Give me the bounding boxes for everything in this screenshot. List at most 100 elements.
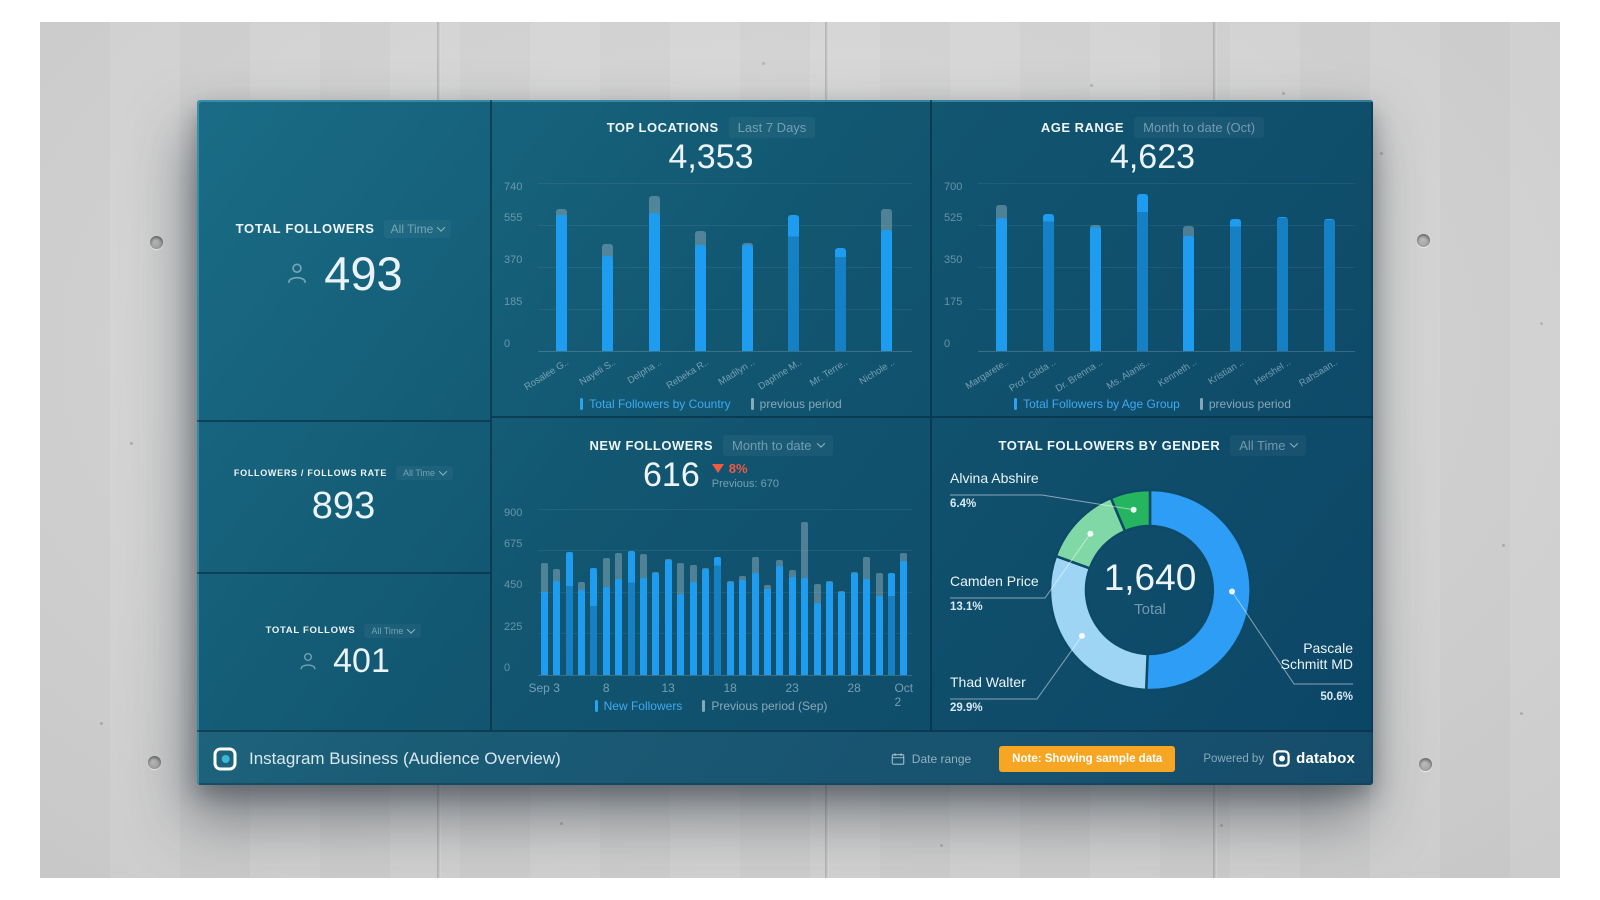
bar-current — [875, 595, 883, 675]
chevron-down-icon — [437, 222, 446, 232]
chart-panel-top-locations: TOP LOCATIONS Last 7 Days 4,353 740 555 37… — [492, 100, 932, 418]
databox-logo-icon — [1273, 750, 1290, 767]
gridline — [978, 182, 1355, 184]
legend-label: Previous period (Sep) — [711, 699, 828, 713]
y-axis-tick-label: 175 — [944, 296, 963, 308]
gridline — [538, 591, 912, 593]
slice-label-pascale: Pascale Schmitt MD — [1281, 640, 1353, 672]
databox-brand: databox — [1273, 750, 1355, 767]
bar-current — [788, 214, 800, 351]
databox-dashboard: TOTAL FOLLOWERS All Time 493 — [197, 100, 1373, 785]
legend-marker-icon — [1014, 398, 1018, 410]
donut-total-label: Total — [1134, 601, 1166, 618]
bar-current — [834, 247, 846, 351]
gridline — [538, 633, 912, 634]
gridline — [978, 350, 1355, 352]
bar-current — [776, 566, 784, 675]
chart-range-label: Month to date (Oct) — [1134, 116, 1265, 138]
chart-range-selector[interactable]: All Time — [1230, 434, 1307, 456]
bar-current — [801, 578, 809, 675]
range-label: Last 7 Days — [737, 119, 807, 135]
previous-value-label: Previous: 670 — [711, 478, 779, 490]
range-label: Month to date — [732, 437, 812, 453]
bar-current — [590, 568, 598, 675]
bar-current — [648, 212, 660, 351]
x-axis-tick-label: Oct 2 — [894, 681, 914, 709]
bar-current — [850, 572, 858, 675]
bar-current — [714, 557, 722, 675]
y-axis-tick-label: 370 — [504, 254, 523, 266]
bar-current — [565, 552, 573, 675]
slice-pct-pascale: 50.6% — [1320, 691, 1353, 703]
bar-current — [1324, 219, 1336, 351]
wall-form-tie — [1417, 234, 1430, 247]
legend-marker-icon — [594, 700, 598, 712]
kpi-range-selector[interactable]: All Time — [383, 219, 452, 238]
wall-form-tie — [150, 236, 163, 249]
slice-dot — [1229, 588, 1235, 595]
bar-current — [1136, 193, 1148, 351]
y-axis-tick-label: 525 — [944, 212, 963, 224]
range-label: All Time — [1239, 437, 1286, 453]
x-axis-tick-label: Sep 3 — [528, 681, 560, 695]
slice-connector-line — [950, 494, 1134, 511]
calendar-icon — [891, 752, 905, 765]
x-axis-tick-label: 8 — [602, 681, 610, 695]
chart-title: AGE RANGE — [1040, 119, 1125, 135]
legend-label: New Followers — [603, 699, 683, 713]
legend-item-previous: Previous period (Sep) — [702, 699, 827, 713]
powered-by: Powered by databox — [1203, 750, 1355, 767]
slice-connector-line — [950, 635, 1083, 700]
databox-logo-icon — [213, 747, 237, 770]
bar-current — [739, 580, 747, 675]
bar-current — [1183, 235, 1195, 351]
bar-current — [602, 587, 610, 675]
y-axis-tick-label: 675 — [504, 537, 523, 550]
gridline — [978, 266, 1355, 268]
slice-pct-thad: 29.9% — [950, 702, 983, 714]
kpi-total-follows: TOTAL FOLLOWS All Time 401 — [197, 572, 490, 730]
bar-current — [1230, 219, 1242, 351]
x-axis-tick-label: 23 — [785, 681, 799, 695]
bar-current — [577, 590, 585, 675]
legend-label: Total Followers by Country — [589, 397, 731, 411]
chart-range-selector[interactable]: Month to date — [723, 434, 833, 456]
kpi-range-selector[interactable]: All Time — [364, 623, 422, 638]
bar-current — [825, 581, 833, 675]
x-axis-tick-labels: Sep 3 8 13 18 23 28 Oct 2 — [502, 679, 916, 709]
chart-total-value: 616 — [643, 456, 700, 494]
bar-current — [627, 551, 635, 675]
donut-slice — [1109, 488, 1152, 533]
delta-percent: 8% — [728, 461, 748, 476]
bar-current — [652, 572, 660, 675]
chart-title: NEW FOLLOWERS — [589, 437, 713, 453]
x-axis-category-labels: Margarete.. Prof. Gilda .. Dr. Brenna .. Ms… — [942, 353, 1359, 395]
x-axis-category-labels: Rosalee G.. Nayeli S.. Delpha .. Rebeka R..… — [502, 353, 916, 393]
legend-marker-icon — [1199, 398, 1203, 410]
bar-current — [555, 214, 567, 351]
donut-center: 1,640 Total — [1050, 557, 1250, 618]
gridline — [538, 508, 912, 510]
dashboard-footer: Instagram Business (Audience Overview) D… — [197, 730, 1373, 785]
gridline — [978, 308, 1355, 310]
y-axis-tick-label: 740 — [504, 181, 523, 193]
slice-connector-line — [950, 533, 1091, 599]
legend-marker-icon — [750, 398, 754, 410]
bar-current — [540, 592, 548, 675]
kpi-range-selector[interactable]: All Time — [396, 466, 454, 480]
bar-current — [1042, 214, 1054, 351]
concrete-wall: TOTAL FOLLOWERS All Time 493 — [40, 22, 1560, 878]
chart-panel-followers-by-gender: TOTAL FOLLOWERS BY GENDER All Time 1,640… — [932, 418, 1373, 730]
bar-current — [788, 577, 796, 675]
range-label: All Time — [390, 221, 434, 236]
legend-marker-icon — [702, 700, 706, 712]
y-axis-tick-label: 450 — [504, 579, 523, 591]
date-range-label: Date range — [911, 751, 972, 766]
date-range-button[interactable]: Date range — [891, 752, 971, 766]
kpi-total-followers: TOTAL FOLLOWERS All Time 493 — [197, 100, 490, 420]
donut-slice — [1144, 488, 1252, 692]
y-axis-tick-label: 555 — [504, 212, 523, 224]
kpi-column: TOTAL FOLLOWERS All Time 493 — [197, 100, 492, 730]
slice-label-camden: Camden Price — [950, 573, 1039, 589]
